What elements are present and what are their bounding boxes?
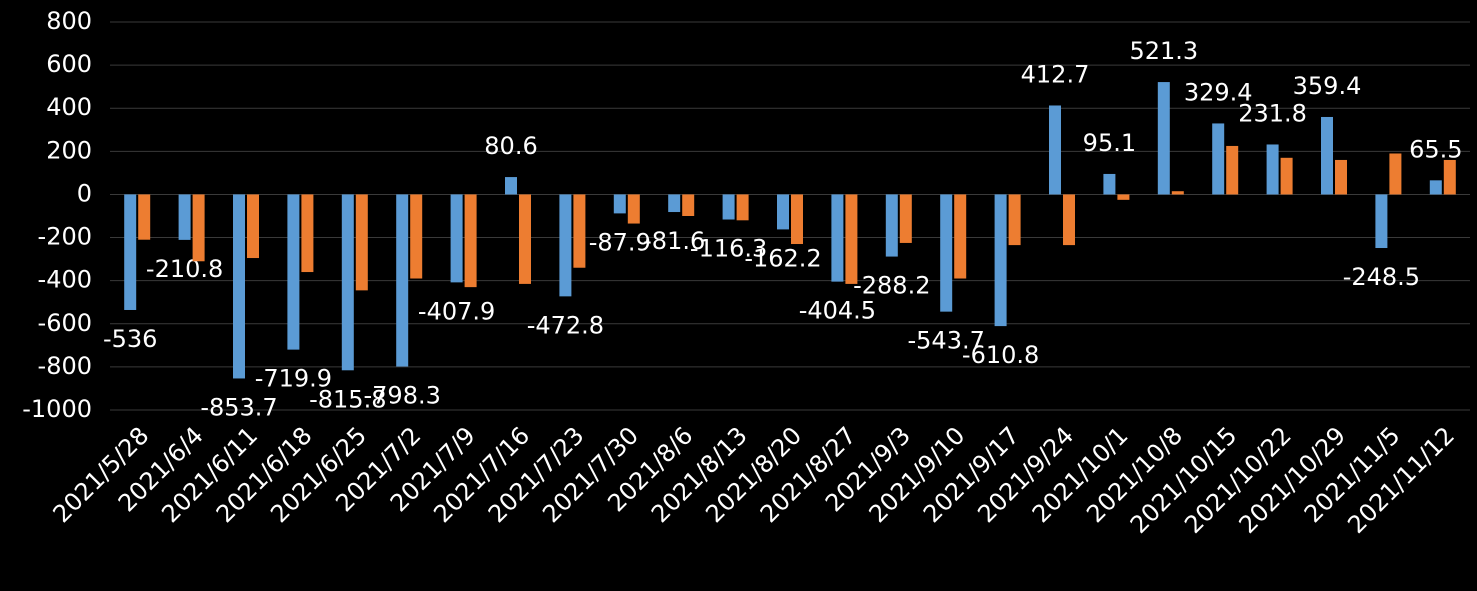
data-label: -116.3 [690,235,767,263]
bar [899,194,912,243]
data-label: 95.1 [1083,129,1136,157]
bar [1389,153,1402,195]
bar [1226,145,1239,195]
bar [247,194,259,259]
bar [777,194,789,230]
bar [1266,144,1279,195]
bar [573,194,586,268]
bar [341,194,354,371]
data-label: -162.2 [744,244,821,272]
bar [301,194,314,273]
bar [519,194,531,284]
bar [1212,123,1225,195]
data-label: -815.8 [309,385,386,413]
data-label: -798.3 [364,382,441,410]
bar [791,194,803,245]
bar [940,194,953,312]
data-label: -543.7 [908,327,985,355]
data-label: -407.9 [418,297,495,325]
bar [1335,159,1347,195]
bar [845,194,858,284]
bar [1280,157,1293,195]
bar [178,194,191,240]
bar [831,194,844,282]
bar [1443,159,1456,195]
bar [1375,194,1388,249]
data-label: -81.6 [643,227,705,255]
y-tick-label: 800 [46,7,92,35]
data-label: 521.3 [1129,37,1198,65]
data-label: -853.7 [200,393,277,421]
bar [736,194,749,221]
bar [1321,116,1333,195]
bar [505,177,517,195]
y-tick-label: -1000 [22,395,92,423]
bar [464,194,477,288]
bar [627,194,640,224]
data-label: -719.9 [255,365,332,393]
bar [192,194,205,262]
y-tick-label: 400 [46,93,92,121]
data-label: -404.5 [799,297,876,325]
bar [450,194,463,283]
bar [138,194,151,240]
data-label: -210.8 [146,255,223,283]
bar [722,194,735,220]
data-label: -288.2 [853,272,930,300]
bar [355,194,368,291]
bar [1171,191,1184,195]
data-label: 231.8 [1238,99,1307,127]
bar [994,194,1007,327]
bar [954,194,967,279]
data-label: 359.4 [1293,72,1362,100]
y-tick-label: 0 [77,179,92,207]
y-tick-label: -200 [38,223,92,251]
bar [613,194,626,214]
data-label: 65.5 [1409,135,1462,163]
bar [233,194,245,379]
data-label: -248.5 [1343,263,1420,291]
bar [1117,194,1130,200]
data-label: 80.6 [484,132,537,160]
data-label: 412.7 [1021,60,1090,88]
bar [1049,105,1061,195]
data-label: 329.4 [1184,78,1253,106]
data-label: -87.9 [589,228,651,256]
y-tick-label: 600 [46,50,92,78]
bar [287,194,300,350]
bar [1008,194,1021,246]
y-tick-label: 200 [46,136,92,164]
data-label: -536 [103,325,157,353]
bar [682,194,695,216]
y-tick-label: -400 [38,266,92,294]
bar [1103,173,1116,195]
y-tick-label: -800 [38,352,92,380]
data-label: -472.8 [527,311,604,339]
bar [396,194,409,367]
bar [885,194,898,257]
bar [1429,180,1442,195]
bar [1063,194,1075,246]
bar [668,194,681,213]
bar [410,194,423,279]
data-label: -610.8 [962,341,1039,369]
bar [1157,82,1170,195]
bar [124,194,137,310]
bar [559,194,572,297]
y-tick-label: -600 [38,309,92,337]
